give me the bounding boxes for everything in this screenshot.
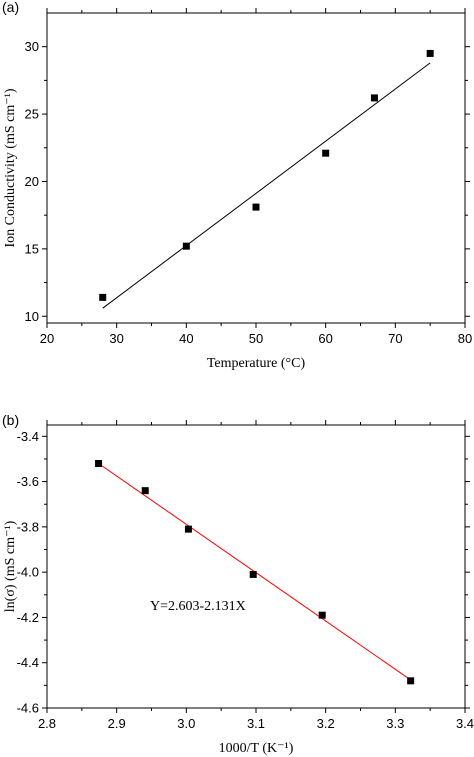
- data-point: [141, 487, 149, 495]
- y-tick-label: 10: [25, 309, 39, 324]
- data-point: [249, 570, 257, 578]
- y-tick-label: 30: [25, 39, 39, 54]
- x-tick-label: 3.3: [386, 716, 404, 731]
- x-tick-label: 70: [388, 331, 402, 346]
- y-tick-label: -3.8: [17, 519, 39, 534]
- x-axis-label: 1000/T (K⁻¹): [219, 741, 294, 756]
- chart-panel-b: (b) 2.8 2.9 3.0 3.1 3.2 3.3 3.4 -4.6 -4.4 -4.2 -4.0…: [2, 412, 474, 756]
- fit-line: [102, 62, 431, 309]
- x-tick-label: 80: [458, 331, 472, 346]
- plot-frame: [46, 424, 466, 709]
- x-tick-label: 30: [109, 331, 123, 346]
- data-point: [407, 677, 415, 685]
- y-tick-label: -3.6: [17, 474, 39, 489]
- y-axis-label: ln(σ) (mS cm⁻¹): [3, 520, 18, 612]
- chart-panel-a: (a) 20 30 40 50 60 70 80 10 15 20 25 30 Temperature (…: [2, 0, 472, 371]
- x-tick-label: 3.4: [456, 716, 474, 731]
- x-tick-label: 60: [318, 331, 332, 346]
- data-point: [318, 611, 326, 619]
- x-axis-label: Temperature (°C): [207, 356, 306, 371]
- x-tick-label: 50: [249, 331, 263, 346]
- y-tick-label: 25: [25, 107, 39, 122]
- data-point: [322, 149, 330, 157]
- y-tick-label: 15: [25, 241, 39, 256]
- x-tick-label: 20: [40, 331, 54, 346]
- x-tick-label: 3.2: [317, 716, 335, 731]
- data-point: [95, 459, 103, 467]
- data-point: [370, 94, 378, 102]
- y-axis-label: Ion Conductivity (mS cm⁻¹): [3, 88, 18, 247]
- data-point: [426, 49, 434, 57]
- data-point: [184, 525, 192, 533]
- data-point: [99, 293, 107, 301]
- data-point: [182, 242, 190, 250]
- y-tick-label: -4.0: [17, 565, 39, 580]
- x-tick-label: 40: [179, 331, 193, 346]
- plot-frame: [46, 12, 466, 324]
- fit-equation: Y=2.603-2.131X: [150, 599, 246, 614]
- panel-label: (a): [2, 0, 19, 15]
- x-tick-label: 3.0: [177, 716, 195, 731]
- data-point: [252, 203, 260, 211]
- y-tick-label: -3.4: [17, 429, 39, 444]
- panel-label: (b): [2, 412, 19, 428]
- x-tick-label: 2.9: [108, 716, 126, 731]
- y-tick-label: 20: [25, 174, 39, 189]
- x-tick-label: 2.8: [38, 716, 56, 731]
- y-tick-label: -4.4: [17, 655, 39, 670]
- y-tick-label: -4.6: [17, 701, 39, 716]
- x-tick-label: 3.1: [247, 716, 265, 731]
- y-tick-label: -4.2: [17, 610, 39, 625]
